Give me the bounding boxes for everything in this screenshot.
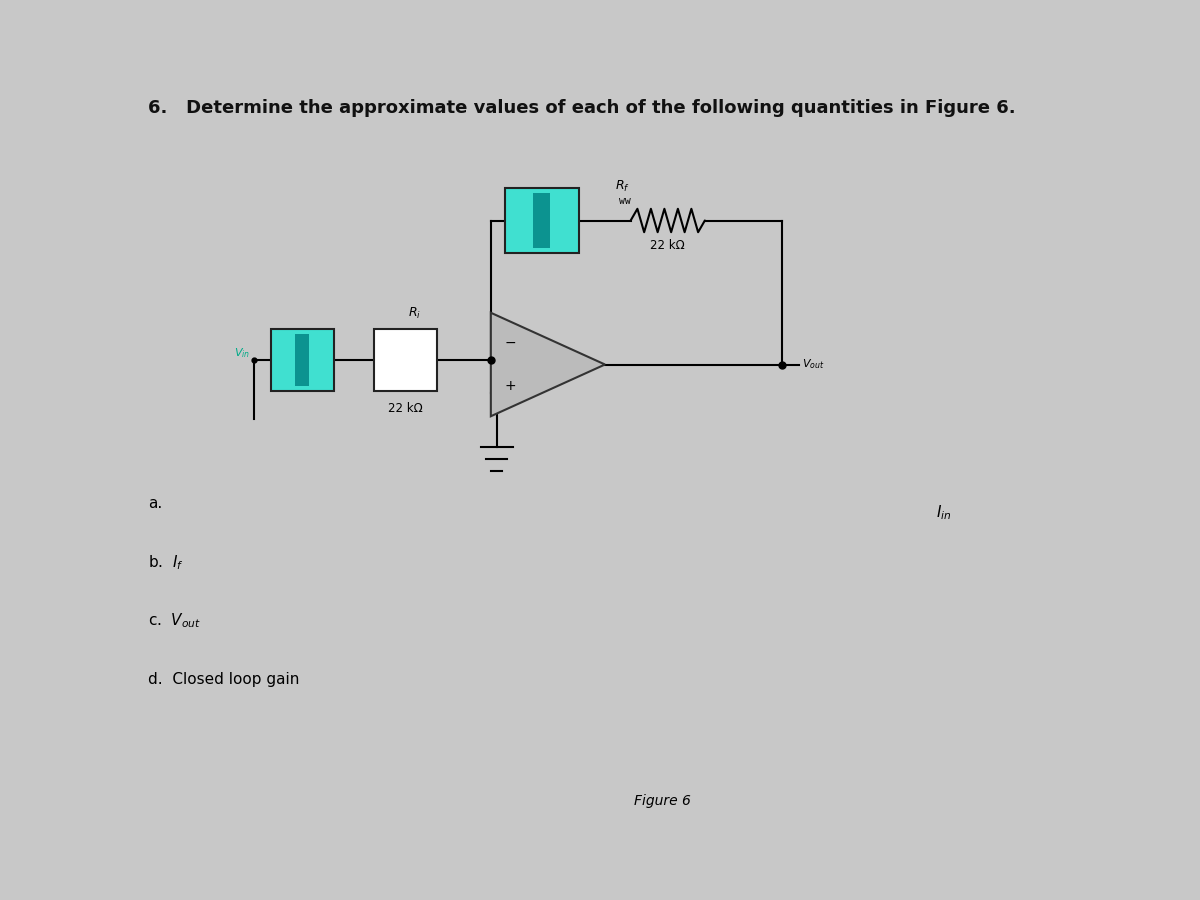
Text: a.: a. xyxy=(149,497,163,511)
Bar xyxy=(505,188,580,253)
Text: $R_f$: $R_f$ xyxy=(614,179,630,194)
Text: −: − xyxy=(504,336,516,350)
Text: b.  $I_f$: b. $I_f$ xyxy=(149,554,184,572)
Text: d.  Closed loop gain: d. Closed loop gain xyxy=(149,672,300,687)
Text: +: + xyxy=(504,379,516,393)
Bar xyxy=(271,329,334,391)
Text: ww: ww xyxy=(618,195,630,206)
Text: 22 kΩ: 22 kΩ xyxy=(388,402,422,415)
Text: Figure 6: Figure 6 xyxy=(634,794,690,808)
Text: $V_{in}$: $V_{in}$ xyxy=(234,346,251,360)
Bar xyxy=(295,334,308,386)
Text: $V_{out}$: $V_{out}$ xyxy=(803,357,826,372)
Bar xyxy=(374,329,437,391)
Polygon shape xyxy=(491,313,605,416)
Text: $R_i$: $R_i$ xyxy=(408,306,421,320)
Text: $I_{in}$: $I_{in}$ xyxy=(936,504,952,522)
Text: 22 kΩ: 22 kΩ xyxy=(650,239,685,252)
Bar xyxy=(533,194,550,248)
Text: 6.   Determine the approximate values of each of the following quantities in Fig: 6. Determine the approximate values of e… xyxy=(149,99,1016,117)
Text: c.  $V_{out}$: c. $V_{out}$ xyxy=(149,612,202,630)
